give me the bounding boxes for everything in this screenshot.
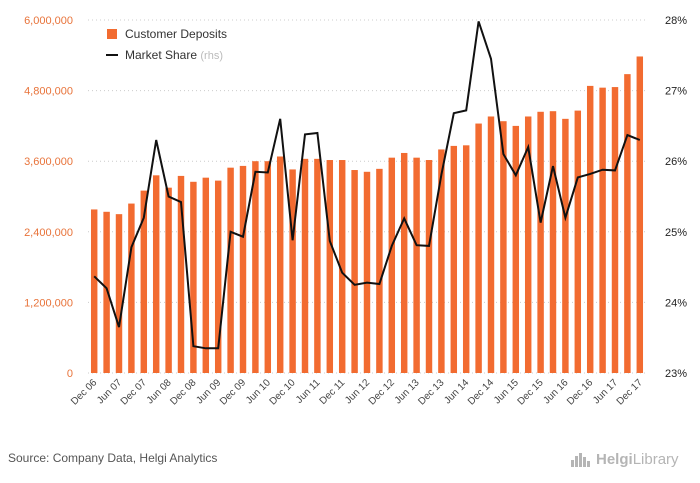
deposit-bar xyxy=(338,160,346,373)
left-tick-label: 6,000,000 xyxy=(24,15,73,27)
left-tick-label: 3,600,000 xyxy=(24,156,73,168)
deposit-bar xyxy=(487,116,495,373)
x-tick-label: Dec 07 xyxy=(119,377,149,407)
deposit-bar xyxy=(103,211,110,373)
left-axis: 0 1,200,000 2,400,000 3,600,000 4,800,000 6,0… xyxy=(24,15,73,380)
deposit-bar xyxy=(177,175,185,373)
deposit-bar xyxy=(574,110,582,373)
x-tick-label: Dec 06 xyxy=(69,377,99,407)
right-tick-label: 24% xyxy=(665,297,687,309)
x-tick-label: Dec 14 xyxy=(466,377,496,407)
legend-line-suffix: (rhs) xyxy=(200,50,223,62)
deposit-bar xyxy=(475,123,482,374)
x-tick-label: Dec 12 xyxy=(367,377,397,407)
x-tick-label: Dec 09 xyxy=(218,377,248,407)
deposit-bar xyxy=(586,85,594,373)
legend-bar-label: Customer Deposits xyxy=(125,27,227,41)
deposit-bar xyxy=(599,87,606,374)
deposit-bar xyxy=(152,175,160,373)
deposit-bar xyxy=(289,169,296,373)
x-tick-label: Dec 15 xyxy=(516,377,546,407)
left-tick-label: 4,800,000 xyxy=(24,86,73,98)
legend-bar-swatch xyxy=(107,29,117,39)
market-share-line-group xyxy=(93,21,641,350)
deposit-bar xyxy=(462,145,470,373)
deposit-bar xyxy=(363,171,371,373)
deposit-bar xyxy=(413,157,420,373)
deposit-bar xyxy=(611,87,619,373)
deposit-bar xyxy=(227,167,234,373)
deposit-bar xyxy=(140,190,148,373)
deposit-bar xyxy=(115,214,123,373)
deposit-bar xyxy=(425,160,433,373)
deposit-bar xyxy=(388,157,396,373)
legend-line-label: Market Share (rhs) xyxy=(125,48,223,62)
x-tick-label: Dec 17 xyxy=(615,377,645,407)
x-tick-label: Dec 16 xyxy=(565,377,595,407)
deposit-bar xyxy=(190,181,197,373)
deposit-bar xyxy=(524,116,532,373)
brand-part2: Library xyxy=(632,450,679,468)
deposit-bar xyxy=(624,74,631,374)
source-note: Source: Company Data, Helgi Analytics xyxy=(8,451,218,465)
left-tick-label: 2,400,000 xyxy=(24,227,73,239)
deposit-bar xyxy=(264,161,272,373)
deposit-bar xyxy=(276,156,284,373)
x-tick-label: Dec 08 xyxy=(168,377,198,407)
legend: Customer Deposits Market Share (rhs) xyxy=(106,27,227,62)
x-tick-label: Dec 13 xyxy=(416,377,446,407)
deposit-bar xyxy=(314,158,321,373)
deposit-bar xyxy=(537,111,544,373)
right-tick-label: 23% xyxy=(665,368,687,380)
deposit-bar xyxy=(326,160,334,373)
deposit-bar xyxy=(351,170,358,373)
deposit-bar xyxy=(376,168,383,373)
deposit-bar xyxy=(252,161,259,373)
right-tick-label: 27% xyxy=(665,86,687,98)
deposit-bar xyxy=(202,177,210,373)
x-tick-label: Dec 11 xyxy=(318,377,348,407)
deposit-bar xyxy=(549,111,557,374)
deposit-bar xyxy=(562,118,569,373)
left-tick-label: 0 xyxy=(67,368,73,380)
deposit-bar xyxy=(214,180,222,373)
right-tick-label: 25% xyxy=(665,227,687,239)
deposit-bar xyxy=(438,149,445,373)
chart: 0 1,200,000 2,400,000 3,600,000 4,800,000 6,0… xyxy=(24,15,687,408)
deposit-bar xyxy=(301,158,309,373)
deposit-bar xyxy=(400,152,408,373)
deposit-bar xyxy=(450,145,458,373)
library-icon xyxy=(571,453,590,467)
deposit-bar xyxy=(512,125,520,374)
deposit-bar xyxy=(239,165,247,373)
deposit-bar xyxy=(636,56,644,374)
right-tick-label: 28% xyxy=(665,15,687,27)
market-share-line xyxy=(93,21,641,350)
deposit-bar xyxy=(165,187,172,373)
deposit-bar xyxy=(128,203,135,373)
deposit-bar xyxy=(500,121,507,374)
deposit-bar xyxy=(90,209,98,373)
x-tick-label: Dec 10 xyxy=(268,377,298,407)
left-tick-label: 1,200,000 xyxy=(24,297,73,309)
brand-part1: Helgi xyxy=(596,450,633,468)
deposit-bars xyxy=(90,56,644,374)
x-tick-label: Jun 11 xyxy=(294,377,323,406)
helgi-library-logo: HelgiLibrary xyxy=(570,448,679,470)
right-tick-label: 26% xyxy=(665,156,687,168)
right-axis: 23% 24% 25% 26% 27% 28% xyxy=(665,15,687,380)
